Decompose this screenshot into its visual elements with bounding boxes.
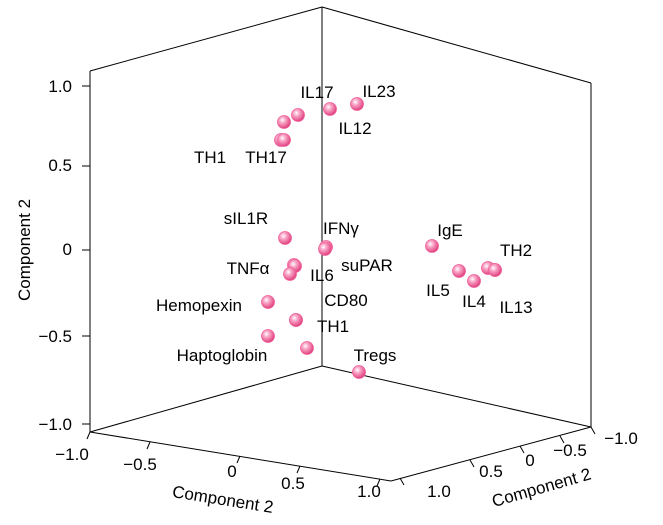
y-tick-label: −0.5 xyxy=(38,327,72,346)
right-floor-tick-mark xyxy=(399,477,405,486)
data-point xyxy=(278,231,292,245)
data-label: suPAR xyxy=(341,256,393,275)
right-floor-tick-label: −1.0 xyxy=(604,429,638,448)
right-floor-tick-mark xyxy=(559,435,565,444)
data-label: IL6 xyxy=(310,266,334,285)
data-point xyxy=(318,242,332,256)
data-label: Hemopexin xyxy=(156,296,242,315)
data-point xyxy=(452,264,466,278)
right-floor-tick-label: 0.5 xyxy=(479,462,503,481)
data-point xyxy=(350,97,364,111)
floor-back-left-edge xyxy=(89,365,323,433)
floor-front-left-edge xyxy=(89,431,392,482)
data-label: Tregs xyxy=(354,346,397,365)
y-tick-label: 1.0 xyxy=(48,77,72,96)
x-axis-title-right: Component 2 xyxy=(490,465,593,511)
data-point xyxy=(352,365,366,379)
y-tick-label: 0.5 xyxy=(48,156,72,175)
data-point xyxy=(488,263,502,277)
data-label: IL12 xyxy=(338,119,371,138)
right-floor-tick-mark xyxy=(519,445,525,454)
tick-marks xyxy=(82,85,596,487)
y-tick-label: 0 xyxy=(63,240,72,259)
data-label: IL5 xyxy=(426,281,450,300)
right-floor-tick-label: 0 xyxy=(525,451,534,470)
left-floor-tick-mark xyxy=(376,478,381,487)
data-label: IL17 xyxy=(300,83,333,102)
y-tick-labels: 1.0 0.5 0 −0.5 −1.0 xyxy=(38,77,72,434)
data-label: TH2 xyxy=(500,241,532,260)
data-point xyxy=(261,329,275,343)
left-floor-tick-mark xyxy=(296,465,301,474)
y-axis-title: Component 2 xyxy=(15,199,34,301)
data-label: TNFα xyxy=(227,259,270,278)
axis-box xyxy=(89,6,592,482)
data-label: TH1 xyxy=(194,148,226,167)
left-floor-tick-label: 1.0 xyxy=(357,482,381,501)
data-label: CD80 xyxy=(324,291,367,310)
data-label: sIL1R xyxy=(224,209,268,228)
left-floor-tick-label: 0 xyxy=(227,462,236,481)
data-point xyxy=(425,239,439,253)
right-floor-tick-label: −0.5 xyxy=(553,441,587,460)
left-floor-tick-label: 0.5 xyxy=(281,474,305,493)
data-labels: IL17 IL23 IL12 TH17 TH1 sIL1R IFNγ suPAR TNFα IL6… xyxy=(156,82,533,365)
data-label: IL23 xyxy=(362,82,395,101)
data-point xyxy=(323,102,337,116)
data-label: IL4 xyxy=(462,292,486,311)
left-floor-tick-label: −0.5 xyxy=(123,455,157,474)
back-wall-right-top-edge xyxy=(321,6,592,84)
back-wall-top-edge xyxy=(89,6,323,72)
data-points xyxy=(261,97,502,379)
data-label: TH17 xyxy=(245,148,287,167)
left-floor-tick-mark xyxy=(146,441,151,450)
data-point xyxy=(277,115,291,129)
right-floor-tick-labels: 1.0 0.5 0 −0.5 −1.0 xyxy=(427,429,638,501)
left-floor-tick-mark xyxy=(236,455,241,464)
data-point xyxy=(277,133,291,147)
data-point xyxy=(467,274,481,288)
left-floor-tick-mark xyxy=(86,431,91,440)
data-label: Haptoglobin xyxy=(177,346,268,365)
floor-front-right-edge xyxy=(390,426,592,482)
y-tick-label: −1.0 xyxy=(38,415,72,434)
x-axis-title-left: Component 2 xyxy=(171,482,275,517)
left-floor-tick-label: −1.0 xyxy=(55,445,89,464)
floor-back-right-edge xyxy=(321,365,592,428)
data-label: IgE xyxy=(437,221,463,240)
data-point xyxy=(283,267,297,281)
right-floor-tick-mark xyxy=(469,459,475,468)
data-point xyxy=(300,341,314,355)
data-point xyxy=(289,313,303,327)
data-point xyxy=(291,108,305,122)
data-label: IL13 xyxy=(499,298,532,317)
right-floor-tick-mark xyxy=(590,426,596,435)
left-floor-tick-labels: −1.0 −0.5 0 0.5 1.0 xyxy=(55,445,381,501)
data-label: TH1 xyxy=(317,317,349,336)
data-label: IFNγ xyxy=(323,219,359,238)
data-point xyxy=(261,295,275,309)
right-floor-tick-label: 1.0 xyxy=(427,482,451,501)
